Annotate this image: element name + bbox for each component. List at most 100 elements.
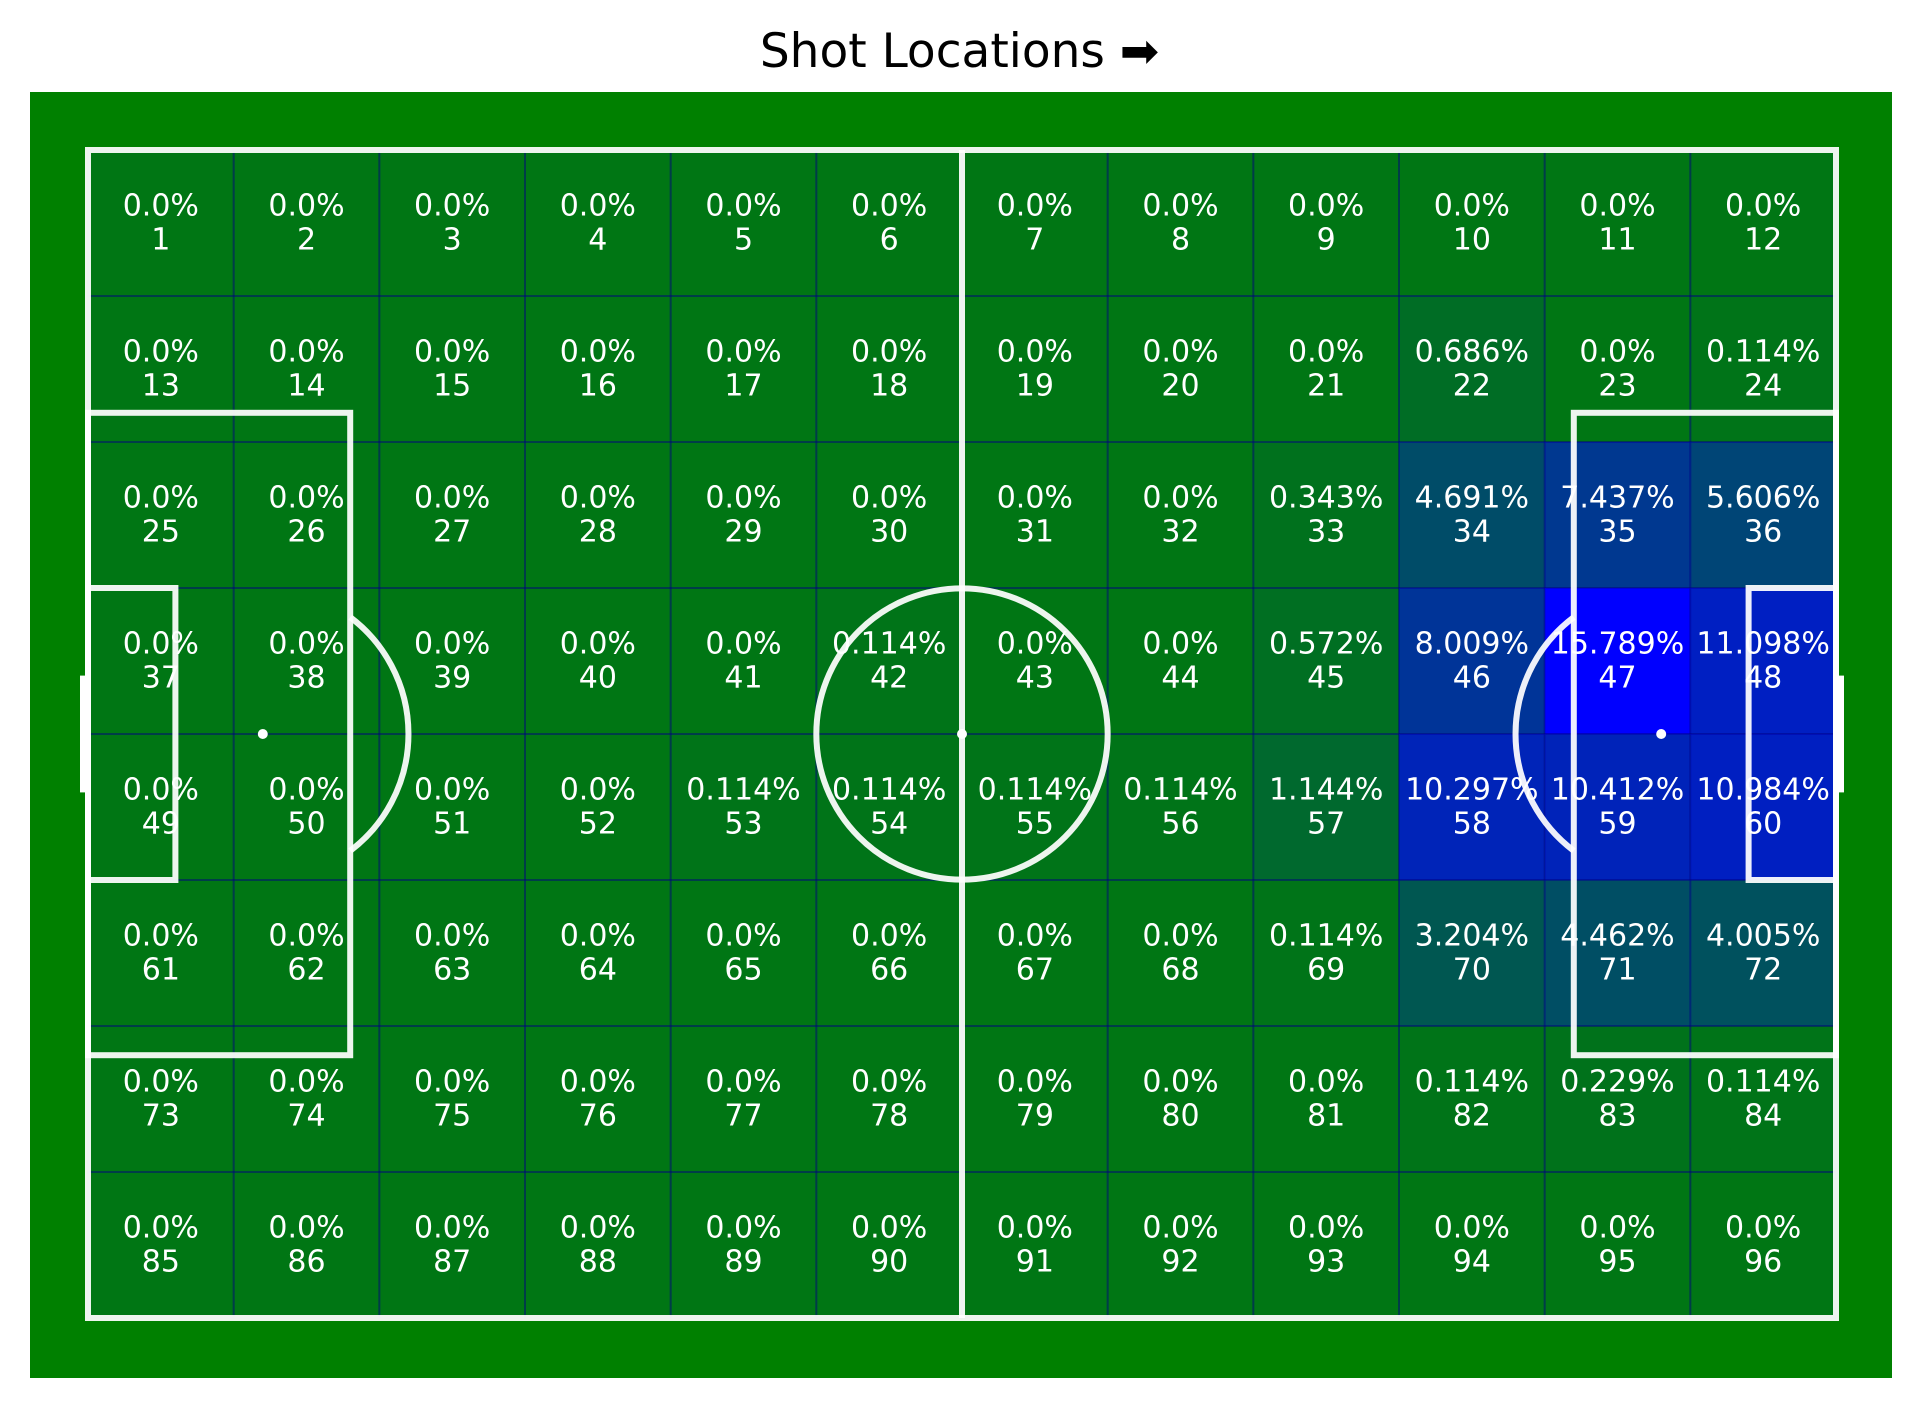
cell-percent-3: 0.0%	[414, 189, 490, 224]
cell-zone-93: 93	[1307, 1244, 1345, 1279]
cell-zone-37: 37	[142, 660, 180, 695]
cell-percent-82: 0.114%	[1415, 1065, 1529, 1100]
cell-percent-71: 4.462%	[1560, 919, 1674, 954]
heat-cell-56	[1106, 733, 1255, 881]
cell-percent-64: 0.0%	[560, 919, 636, 954]
heat-cell-7	[961, 149, 1109, 297]
cell-zone-53: 53	[724, 806, 762, 841]
cell-zone-12: 12	[1744, 222, 1782, 257]
cell-zone-39: 39	[433, 660, 471, 695]
cell-zone-55: 55	[1016, 806, 1054, 841]
cell-zone-13: 13	[142, 368, 180, 403]
cell-zone-89: 89	[724, 1244, 762, 1279]
cell-percent-73: 0.0%	[123, 1065, 199, 1100]
cell-zone-43: 43	[1016, 660, 1054, 695]
heat-cell-62	[232, 879, 381, 1027]
cell-percent-45: 0.572%	[1269, 627, 1383, 662]
cell-percent-7: 0.0%	[997, 189, 1073, 224]
heat-cell-44	[1106, 587, 1255, 735]
heat-cell-67	[961, 879, 1109, 1027]
heat-cell-65	[669, 879, 818, 1027]
cell-percent-83: 0.229%	[1560, 1065, 1674, 1100]
heat-cell-28	[524, 441, 672, 589]
cell-zone-34: 34	[1453, 514, 1491, 549]
cell-percent-25: 0.0%	[123, 481, 199, 516]
cell-percent-2: 0.0%	[268, 189, 344, 224]
cell-percent-12: 0.0%	[1725, 189, 1801, 224]
cell-zone-78: 78	[870, 1098, 908, 1133]
cell-zone-59: 59	[1598, 806, 1636, 841]
cell-zone-81: 81	[1307, 1098, 1345, 1133]
cell-zone-80: 80	[1161, 1098, 1199, 1133]
heat-cell-2	[232, 149, 381, 297]
cell-zone-8: 8	[1171, 222, 1190, 257]
cell-zone-76: 76	[579, 1098, 617, 1133]
cell-percent-40: 0.0%	[560, 627, 636, 662]
cell-zone-73: 73	[142, 1098, 180, 1133]
cell-percent-81: 0.0%	[1288, 1065, 1364, 1100]
cell-percent-5: 0.0%	[705, 189, 781, 224]
heat-cell-82	[1398, 1025, 1546, 1173]
heat-cell-60	[1689, 733, 1838, 881]
cell-percent-36: 5.606%	[1706, 481, 1820, 516]
cell-zone-91: 91	[1016, 1244, 1054, 1279]
cell-zone-40: 40	[579, 660, 617, 695]
right-penalty-arc	[1512, 614, 1576, 854]
cell-zone-92: 92	[1161, 1244, 1199, 1279]
heat-cell-8	[1106, 149, 1255, 297]
heat-cell-79	[961, 1025, 1109, 1173]
cell-percent-24: 0.114%	[1706, 335, 1820, 370]
cell-zone-30: 30	[870, 514, 908, 549]
heat-cell-74	[232, 1025, 381, 1173]
cell-percent-61: 0.0%	[123, 919, 199, 954]
cell-zone-47: 47	[1598, 660, 1636, 695]
cell-percent-56: 0.114%	[1123, 773, 1237, 808]
heat-cell-55	[961, 733, 1109, 881]
cell-zone-94: 94	[1453, 1244, 1491, 1279]
cell-percent-72: 4.005%	[1706, 919, 1820, 954]
cell-zone-74: 74	[287, 1098, 325, 1133]
cell-percent-53: 0.114%	[686, 773, 800, 808]
cell-percent-1: 0.0%	[123, 189, 199, 224]
cell-percent-58: 10.297%	[1405, 773, 1538, 808]
heat-cell-1	[87, 149, 235, 297]
cell-percent-66: 0.0%	[851, 919, 927, 954]
cell-percent-84: 0.114%	[1706, 1065, 1820, 1100]
cell-percent-80: 0.0%	[1142, 1065, 1218, 1100]
heat-cell-43	[961, 587, 1109, 735]
cell-percent-17: 0.0%	[705, 335, 781, 370]
cell-percent-50: 0.0%	[268, 773, 344, 808]
cell-zone-5: 5	[734, 222, 753, 257]
cell-zone-11: 11	[1598, 222, 1636, 257]
cell-percent-21: 0.0%	[1288, 335, 1364, 370]
cell-zone-10: 10	[1453, 222, 1491, 257]
heat-cell-17	[669, 295, 818, 443]
cell-zone-41: 41	[724, 660, 762, 695]
cell-zone-62: 62	[287, 952, 325, 987]
center-circle	[813, 585, 1111, 883]
heat-cell-11	[1543, 149, 1692, 297]
heat-cell-25	[87, 441, 235, 589]
cell-percent-57: 1.144%	[1269, 773, 1383, 808]
left-goal	[80, 675, 88, 793]
cell-percent-9: 0.0%	[1288, 189, 1364, 224]
heat-cell-71	[1543, 879, 1692, 1027]
cell-zone-28: 28	[579, 514, 617, 549]
heat-cell-94	[1398, 1171, 1546, 1319]
cell-percent-89: 0.0%	[705, 1211, 781, 1246]
heat-cell-70	[1398, 879, 1546, 1027]
cell-zone-17: 17	[724, 368, 762, 403]
cell-zone-61: 61	[142, 952, 180, 987]
cell-zone-33: 33	[1307, 514, 1345, 549]
heat-cell-81	[1252, 1025, 1401, 1173]
cell-zone-77: 77	[724, 1098, 762, 1133]
heat-cell-15	[378, 295, 527, 443]
cell-percent-59: 10.412%	[1551, 773, 1684, 808]
cell-percent-68: 0.0%	[1142, 919, 1218, 954]
cell-percent-13: 0.0%	[123, 335, 199, 370]
cell-zone-48: 48	[1744, 660, 1782, 695]
cell-percent-32: 0.0%	[1142, 481, 1218, 516]
cell-percent-65: 0.0%	[705, 919, 781, 954]
heat-cell-63	[378, 879, 527, 1027]
